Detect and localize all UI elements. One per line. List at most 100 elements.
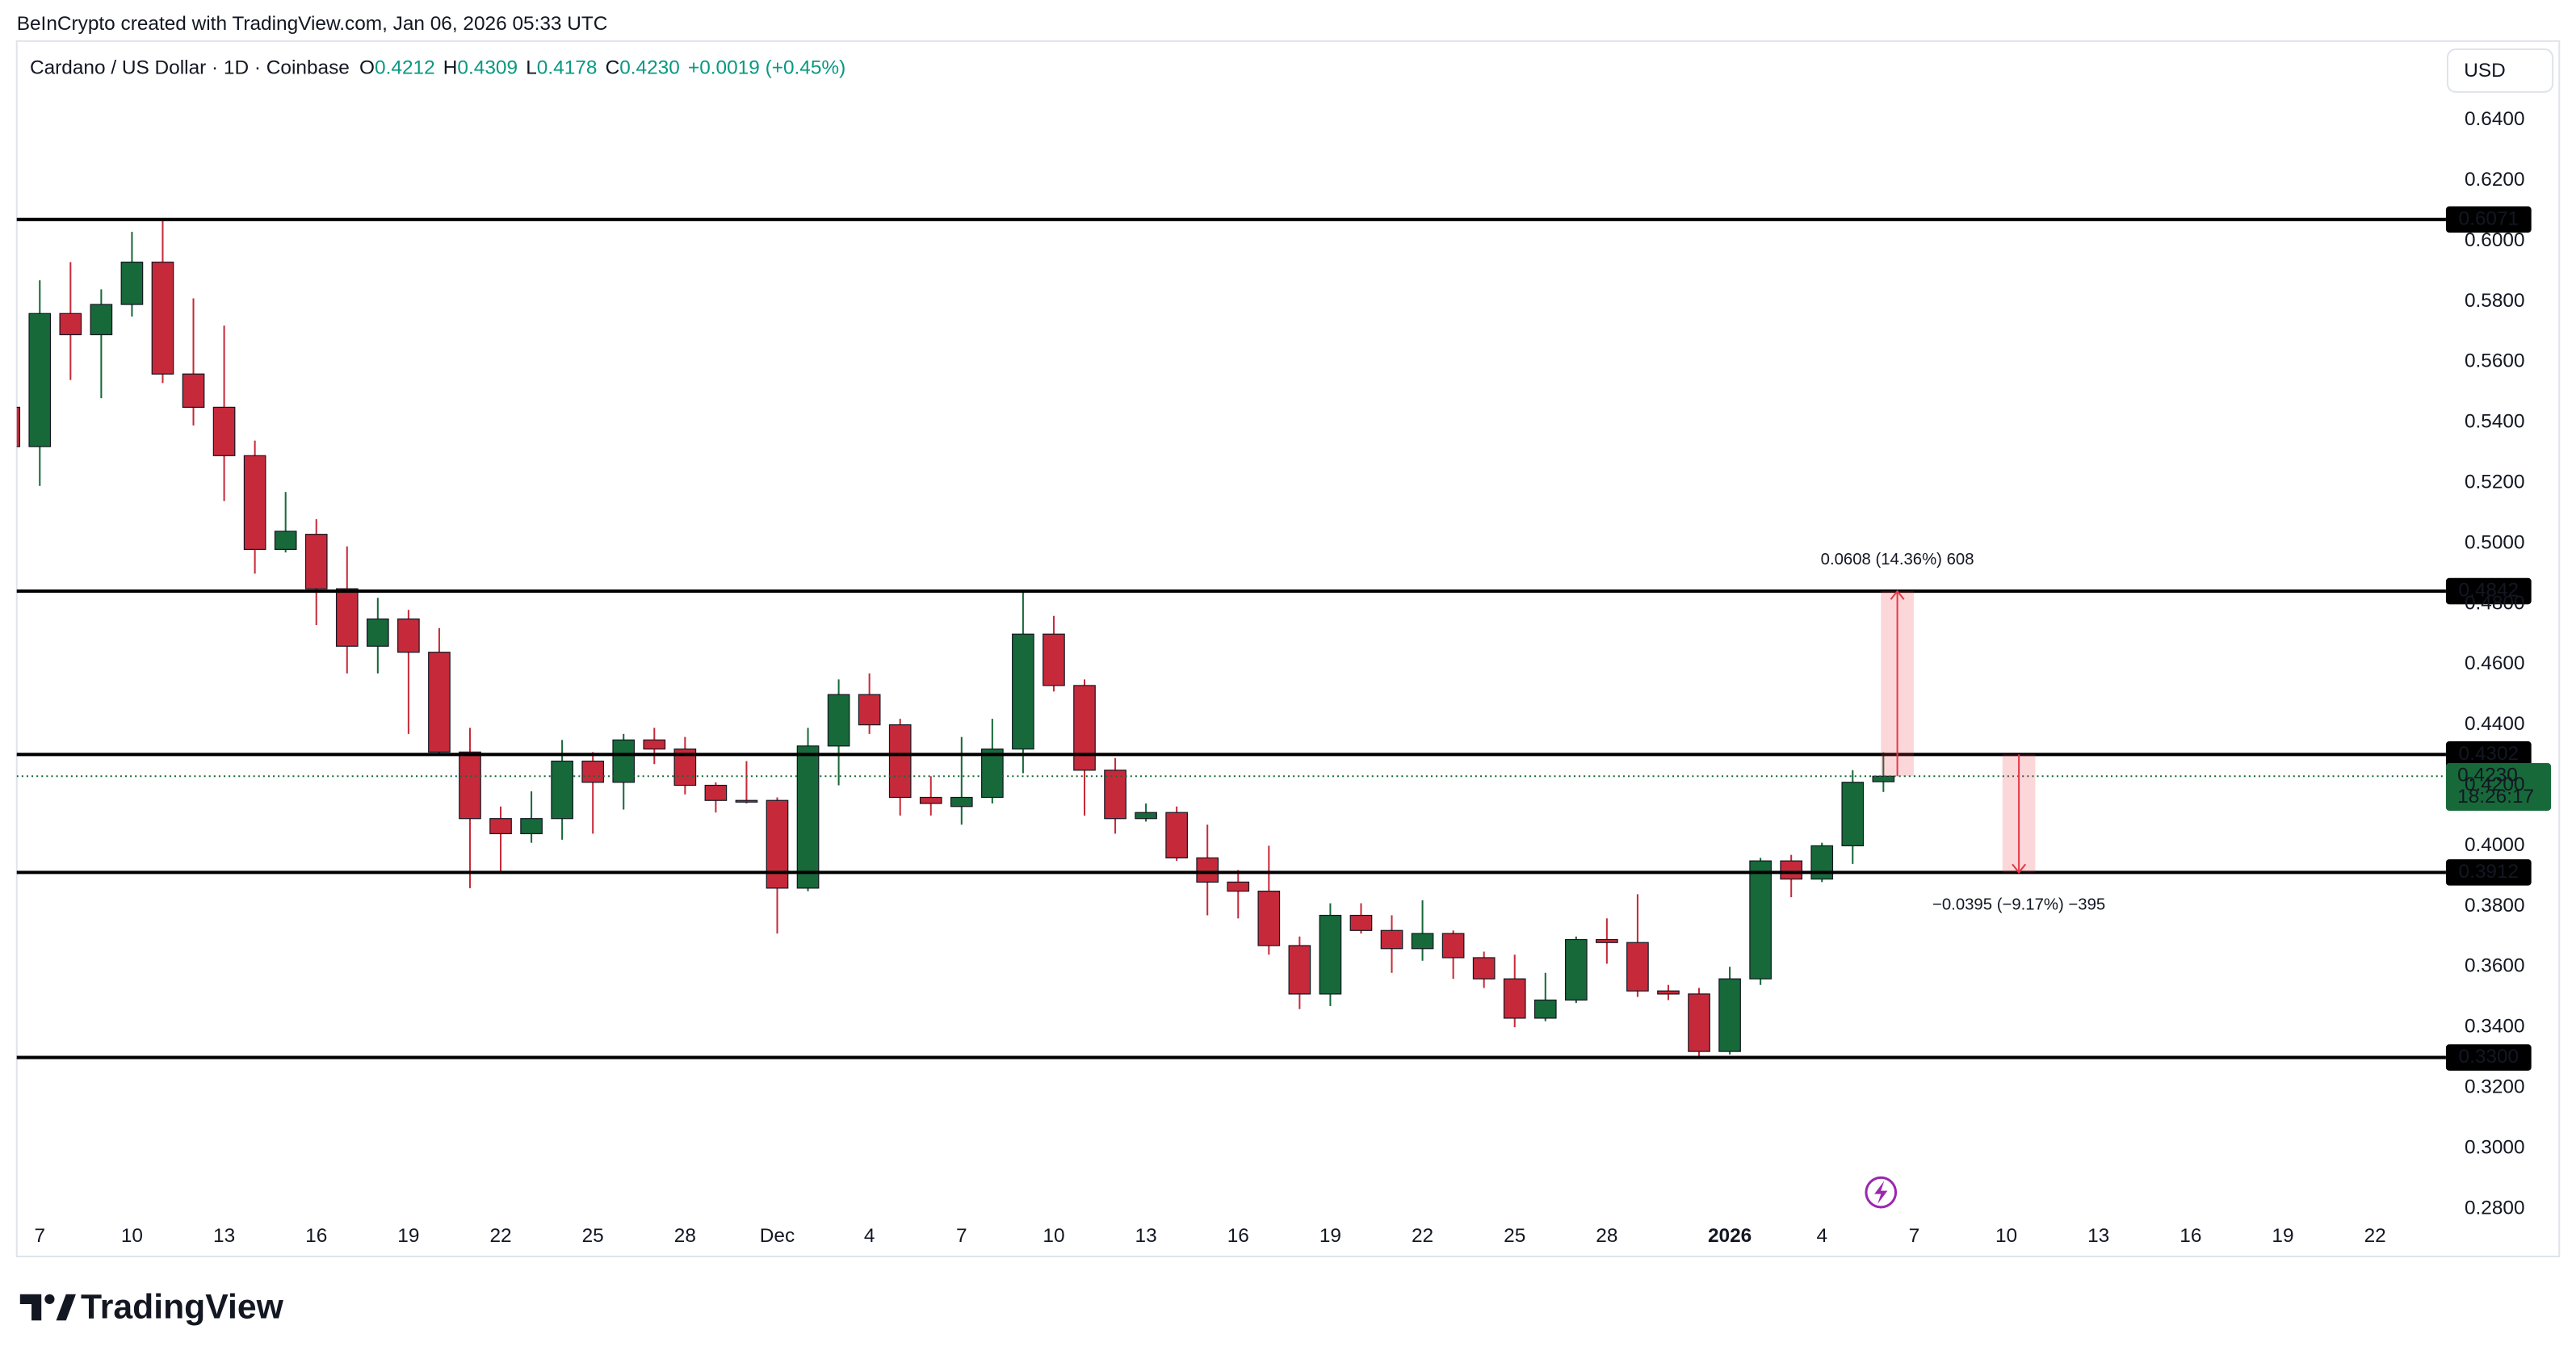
plot-area: [16, 220, 2443, 1058]
candle-body: [212, 406, 236, 456]
candle-body: [643, 739, 666, 750]
candle-body: [581, 760, 605, 783]
candle-body: [397, 618, 420, 653]
candle-body: [274, 531, 297, 551]
candle-body: [950, 796, 973, 808]
level-label: 0.4302: [2459, 743, 2519, 765]
y-tick-label: 0.5200: [2465, 471, 2525, 493]
candle-body: [1012, 633, 1034, 750]
candle-body: [1872, 775, 1895, 782]
y-tick-label: 0.6400: [2465, 108, 2525, 130]
candle-body: [520, 818, 543, 835]
candle-body: [1380, 929, 1403, 950]
candle-body: [1810, 845, 1834, 880]
ohlc-key: O: [359, 57, 375, 79]
ohlc-key: H: [443, 57, 458, 79]
y-tick-label: 0.5800: [2465, 290, 2525, 312]
logo-dot: [44, 1294, 55, 1304]
y-tick-label: 0.3200: [2465, 1076, 2525, 1097]
ohlc-value: 0.4230: [619, 57, 680, 79]
x-tick-label: 22: [2364, 1225, 2386, 1247]
legend-text: Cardano / US Dollar · 1D · Coinbase O0.42…: [30, 57, 845, 79]
candle-body: [1841, 782, 1865, 847]
y-tick-label: 0.2800: [2465, 1197, 2525, 1219]
symbol-title: Cardano / US Dollar · 1D · Coinbase: [30, 57, 350, 79]
candle-body: [1749, 860, 1772, 980]
currency-label[interactable]: USD: [2464, 60, 2506, 82]
candle-body: [335, 588, 359, 647]
level-label: 0.3912: [2459, 861, 2519, 883]
candle-body: [858, 694, 881, 726]
x-tick-label: Dec: [760, 1225, 795, 1247]
currency-button[interactable]: USD: [2446, 48, 2554, 93]
logo-mark: [19, 1294, 42, 1321]
x-tick-label: 28: [1596, 1225, 1617, 1247]
overlay: 0.6071 0.4842 0.4302 0.3912 0.3300 0.423018:2…: [16, 206, 2552, 1071]
y-tick-label: 0.5600: [2465, 350, 2525, 372]
icon-ring: [1865, 1176, 1898, 1209]
measure-label: −0.0395 (−9.17%) −395: [1932, 896, 2105, 913]
candle-body: [919, 796, 942, 804]
candle-body: [243, 455, 266, 551]
candle-body: [1441, 933, 1465, 959]
candle-body: [428, 652, 451, 753]
level-label-box: [2445, 741, 2532, 768]
x-tick-label: 7: [34, 1225, 45, 1247]
candle-body: [489, 818, 512, 835]
candle-body: [1564, 938, 1588, 1001]
candle-body: [16, 406, 21, 447]
ohlc-value: 0.4212: [375, 57, 435, 79]
ohlc-key: L: [526, 57, 537, 79]
x-tick-label: 22: [489, 1225, 511, 1247]
candle-body: [1043, 633, 1065, 686]
logo-slash: [56, 1294, 76, 1321]
x-tick-label: 13: [213, 1225, 235, 1247]
candle-body: [1596, 938, 1618, 943]
candle-body: [796, 745, 820, 889]
y-tick-label: 0.6200: [2465, 169, 2525, 191]
x-tick-label: 10: [1995, 1225, 2017, 1247]
x-tick-label: 13: [2087, 1225, 2109, 1247]
candle-body: [612, 739, 636, 783]
candle-body: [888, 724, 912, 799]
y-tick-label: 0.3800: [2465, 895, 2525, 917]
candle-body: [1135, 812, 1157, 820]
candle-body: [1533, 999, 1557, 1019]
x-tick-label: 7: [1909, 1225, 1920, 1247]
brand-logo: TradingView: [19, 1287, 284, 1326]
y-tick-label: 0.4000: [2465, 834, 2525, 856]
candle-body: [1257, 890, 1281, 946]
candle-body: [1626, 942, 1649, 992]
candle-body: [59, 313, 82, 336]
candle-body: [1718, 978, 1741, 1052]
candle-body: [766, 799, 789, 889]
measure-label: 0.0608 (14.36%) 608: [1821, 551, 1974, 568]
candle-body: [1104, 770, 1126, 820]
currency-box[interactable]: [2446, 48, 2554, 93]
candle-body: [28, 313, 52, 447]
icon-bolt: [1874, 1181, 1888, 1204]
legend: Cardano / US Dollar · 1D · Coinbase O0.42…: [30, 57, 845, 79]
change: +0.0019 (+0.45%): [688, 57, 845, 79]
x-tick-label: 10: [121, 1225, 143, 1247]
x-tick-label: 10: [1043, 1225, 1064, 1247]
candle-body: [459, 751, 481, 820]
candle-body: [90, 304, 113, 336]
level-label-box: [2445, 206, 2532, 233]
candle-body: [735, 799, 758, 803]
x-tick-label: 13: [1135, 1225, 1157, 1247]
candle-body: [1503, 978, 1526, 1019]
candle-body: [366, 618, 389, 647]
level-label: 0.6071: [2459, 208, 2519, 229]
header: BeInCrypto created with TradingView.com,…: [17, 13, 608, 35]
x-tick-label: 25: [1504, 1225, 1525, 1247]
candle-body: [1073, 685, 1096, 771]
brand-name: TradingView: [81, 1287, 284, 1326]
y-tick-label: 0.4800: [2465, 592, 2525, 614]
level-label: 0.4842: [2459, 580, 2519, 602]
y-tick-label: 0.4400: [2465, 713, 2525, 735]
y-tick-label: 0.3600: [2465, 955, 2525, 977]
price-label-box: [2445, 763, 2552, 811]
